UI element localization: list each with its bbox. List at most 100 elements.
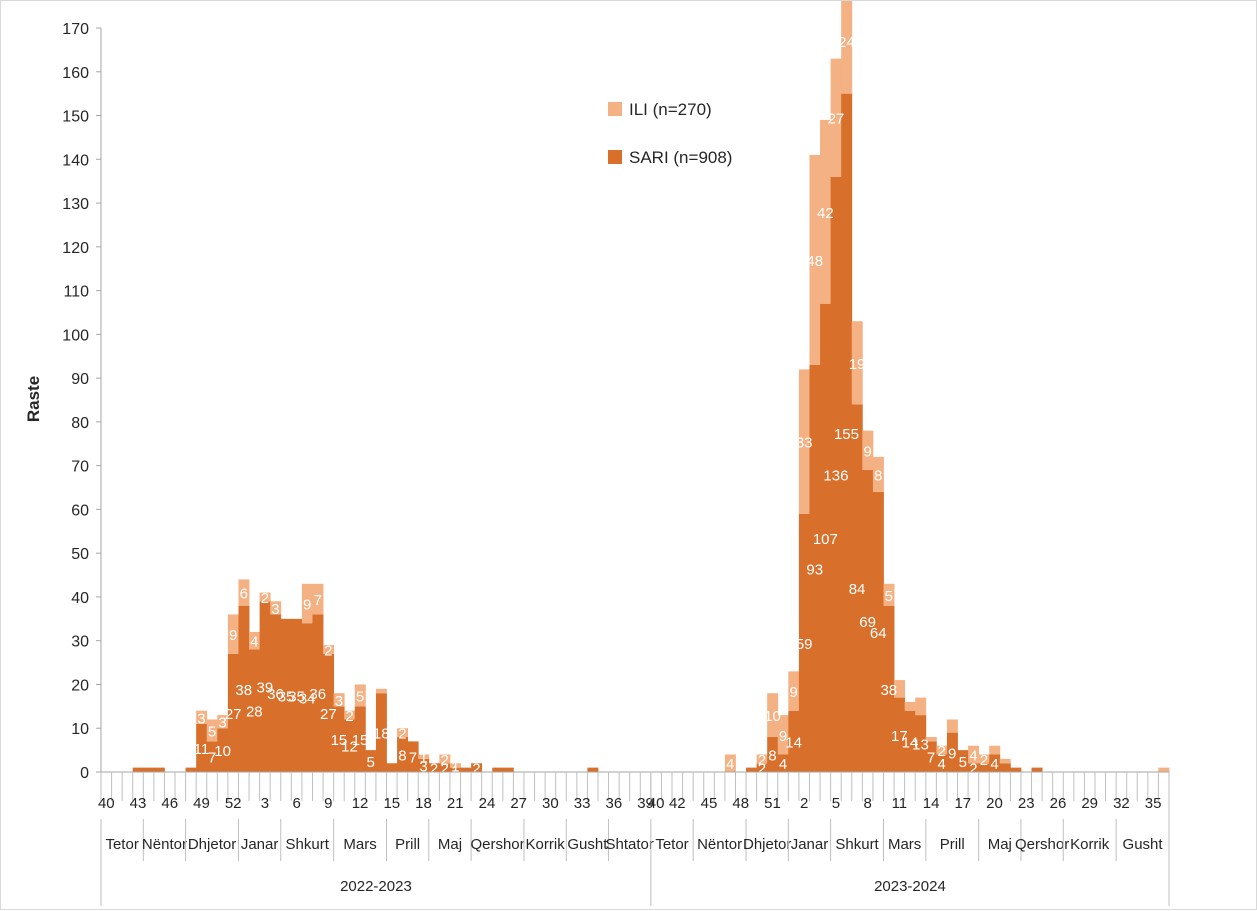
- ili-data-label: 24: [838, 34, 855, 51]
- sari-bar: [936, 754, 948, 772]
- sari-bar: [1010, 767, 1022, 772]
- ili-bar: [354, 684, 366, 707]
- sari-data-label: 4: [779, 756, 787, 773]
- sari-data-label: 93: [806, 561, 823, 578]
- ili-data-label: 5: [885, 588, 893, 605]
- week-label: 8: [863, 795, 871, 812]
- sari-bar: [777, 754, 789, 772]
- sari-bar: [418, 758, 430, 772]
- y-tick-label: 10: [71, 721, 89, 738]
- ili-data-label: 48: [806, 253, 823, 270]
- month-label: Korrik: [526, 836, 566, 853]
- sari-bar: [407, 741, 419, 772]
- ili-bar: [217, 715, 229, 729]
- sari-data-label: 64: [870, 625, 887, 642]
- sari-data-label: 84: [849, 581, 866, 598]
- ili-data-label: 27: [828, 111, 845, 128]
- sari-bar: [132, 767, 144, 772]
- sari-bar: [333, 706, 345, 772]
- ili-bar: [946, 719, 958, 733]
- week-label: 9: [324, 795, 332, 812]
- week-label: 49: [193, 795, 210, 812]
- ili-bar: [270, 601, 282, 615]
- sari-bar: [809, 364, 821, 772]
- month-label: Gusht: [1123, 836, 1164, 853]
- ili-bar: [418, 754, 430, 759]
- sari-bar: [386, 763, 398, 772]
- ili-bar: [227, 614, 239, 654]
- y-tick-label: 80: [71, 415, 89, 432]
- y-tick-label: 120: [62, 240, 89, 257]
- month-label: Qershor: [470, 836, 524, 853]
- sari-data-label: 18: [373, 726, 390, 743]
- y-tick-label: 130: [62, 196, 89, 213]
- sari-bar: [915, 715, 927, 772]
- sari-data-label: 39: [257, 680, 274, 697]
- sari-data-label: 12: [341, 739, 358, 756]
- ili-bar: [333, 693, 345, 707]
- ili-bar: [238, 579, 250, 606]
- week-label: 46: [161, 795, 178, 812]
- sari-bar: [185, 767, 197, 772]
- sari-data-label: 2: [472, 761, 480, 778]
- sari-bar: [460, 767, 472, 772]
- sari-bar: [217, 728, 229, 772]
- sari-bar: [301, 623, 313, 772]
- sari-bar: [767, 736, 779, 772]
- sari-data-label: 11: [194, 741, 210, 758]
- legend-label: ILI (n=270): [629, 100, 712, 119]
- y-tick-label: 110: [63, 284, 89, 301]
- week-label: 40: [98, 795, 115, 812]
- sari-data-label: 2: [758, 761, 766, 778]
- bars: [132, 1, 1170, 773]
- ili-data-label: 2: [324, 642, 332, 659]
- ili-data-label: 3: [271, 601, 279, 618]
- ili-bar: [1158, 767, 1170, 772]
- ili-bar: [936, 745, 948, 755]
- ili-bar: [798, 369, 810, 514]
- ili-bar: [851, 321, 863, 405]
- week-label: 35: [1145, 795, 1162, 812]
- legend: ILI (n=270) SARI (n=908): [608, 100, 732, 167]
- ili-bar: [249, 631, 261, 650]
- sari-bar: [153, 767, 165, 772]
- ili-bar: [259, 592, 271, 602]
- y-tick-label: 30: [71, 634, 89, 651]
- ili-bar: [862, 430, 874, 471]
- sari-bar: [397, 736, 409, 772]
- week-label: 14: [923, 795, 940, 812]
- month-label: Gusht: [567, 836, 608, 853]
- sari-data-label: 38: [880, 682, 897, 699]
- data-labels: 1137510327938628439236335353493672721531…: [194, 34, 999, 780]
- week-label: 17: [954, 795, 971, 812]
- ili-bar: [767, 693, 779, 737]
- month-label: Maj: [988, 836, 1012, 853]
- sari-bar: [492, 767, 504, 772]
- sari-bar: [344, 719, 356, 772]
- ili-bar: [344, 710, 356, 720]
- sari-bar: [238, 605, 250, 772]
- sari-bar: [143, 767, 155, 772]
- month-label: Shtator: [606, 836, 654, 853]
- sari-data-label: 1: [451, 763, 459, 780]
- ili-data-label: 8: [874, 467, 882, 484]
- sari-bar: [746, 767, 758, 772]
- sari-data-label: 4: [937, 756, 945, 773]
- ili-data-label: 4: [250, 634, 258, 651]
- sari-bar: [312, 614, 324, 772]
- week-label: 3: [261, 795, 269, 812]
- month-label: Janar: [241, 836, 279, 853]
- week-label: 30: [542, 795, 559, 812]
- ili-bar: [915, 697, 927, 716]
- ili-data-label: 9: [229, 627, 237, 644]
- week-label: 6: [292, 795, 300, 812]
- sari-data-label: 15: [331, 732, 348, 749]
- ili-bar: [788, 671, 800, 711]
- ili-data-label: 9: [789, 684, 797, 701]
- sari-data-label: 7: [927, 750, 935, 767]
- ili-data-label: 9: [779, 728, 787, 745]
- week-label: 32: [1113, 795, 1130, 812]
- ili-bar: [830, 58, 842, 177]
- month-label: Tetor: [105, 836, 138, 853]
- week-label: 39: [637, 795, 654, 812]
